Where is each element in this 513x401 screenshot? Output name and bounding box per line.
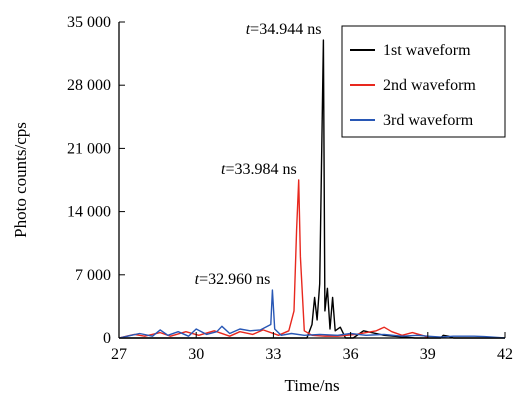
legend-label-2: 2nd waveform — [383, 77, 476, 94]
x-ticks: 27 30 33 36 39 42 — [111, 332, 513, 363]
x-axis-title: Time/ns — [284, 376, 339, 395]
legend-label-1: 1st waveform — [383, 42, 471, 59]
plot-lines — [118, 39, 506, 339]
peak-annotation: t=32.960 ns — [195, 271, 271, 288]
annotations: t=34.944 ns t=33.984 ns t=32.960 ns — [195, 21, 322, 288]
peak-annotation: t=33.984 ns — [221, 161, 297, 178]
x-tick-label: 27 — [111, 346, 127, 363]
legend-label-3: 3rd waveform — [383, 112, 474, 129]
y-tick-label: 14 000 — [67, 204, 111, 221]
series-line-1 — [119, 39, 505, 339]
x-tick-label: 39 — [420, 346, 436, 363]
y-axis-title: Photo counts/cps — [11, 122, 30, 238]
y-tick-label: 28 000 — [67, 77, 111, 94]
axes — [118, 22, 505, 339]
legend: 1st waveform 2nd waveform 3rd waveform — [341, 25, 506, 138]
y-ticks: 0 7 000 14 000 21 000 28 000 35 000 — [67, 14, 125, 347]
peak-annotation: t=34.944 ns — [246, 21, 322, 38]
x-tick-label: 36 — [343, 346, 359, 363]
y-tick-label: 35 000 — [67, 14, 111, 31]
y-tick-label: 0 — [103, 330, 111, 347]
y-tick-label: 7 000 — [75, 267, 111, 284]
series-line-3 — [118, 289, 506, 339]
x-tick-label: 42 — [497, 346, 513, 363]
series-line-2 — [118, 179, 429, 339]
x-tick-label: 30 — [188, 346, 204, 363]
x-tick-label: 33 — [265, 346, 281, 363]
y-tick-label: 21 000 — [67, 140, 111, 157]
legend-box — [341, 25, 506, 138]
